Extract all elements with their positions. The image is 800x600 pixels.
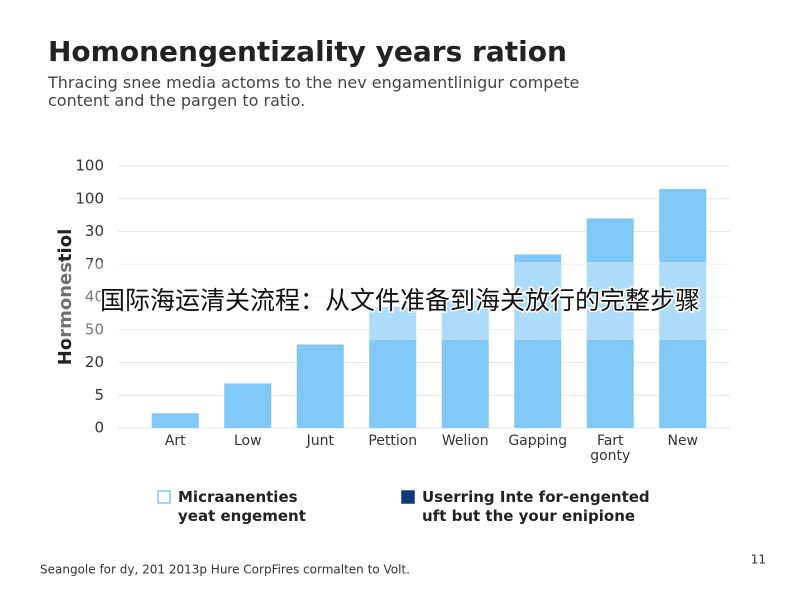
legend-swatch (401, 490, 415, 504)
y-tick-label: 100 (75, 157, 104, 175)
x-tick-label: Art (164, 433, 186, 449)
y-tick-label: 5 (94, 386, 104, 404)
legend-label: Userring Inte for-engented uft but the y… (422, 488, 650, 525)
y-tick-label: 0 (94, 419, 104, 437)
x-tick-label: New (667, 433, 699, 449)
footer: Seangole for dy, 201 2013p Hure CorpFire… (40, 563, 410, 577)
subtitle: Thracing snee media actoms to the nev en… (48, 73, 580, 110)
bar (659, 188, 707, 428)
y-tick-label: 70 (85, 255, 104, 273)
overlay-text: 国际海运清关流程：从文件准备到海关放行的完整步骤 (100, 286, 700, 315)
y-axis-title: Hormonestiol (55, 229, 76, 365)
bar (224, 383, 272, 428)
bar (441, 300, 489, 428)
x-tick-label: Gapping (508, 433, 568, 449)
x-tick-label: Junt (306, 433, 334, 449)
chart-title: Homonengentizality years ration (48, 35, 567, 68)
bar (369, 306, 417, 428)
legend-swatch (157, 490, 171, 504)
y-tick-label: 30 (85, 222, 104, 240)
page-number: 11 (751, 553, 766, 567)
x-tick-label: Pettion (368, 433, 418, 449)
bar (514, 254, 562, 428)
legend-label: Micraanenties yeat engement (178, 488, 306, 525)
x-tick-label: Welion (441, 433, 489, 449)
bar (151, 413, 199, 428)
y-tick-label: 20 (85, 353, 104, 371)
bar (296, 344, 344, 428)
overlay-band (0, 262, 800, 340)
x-tick-label: Low (233, 433, 262, 449)
y-tick-label: 50 (85, 320, 104, 338)
bar (586, 218, 634, 428)
y-tick-label: 100 (75, 189, 104, 207)
y-tick-label: 40 (85, 288, 104, 306)
x-tick-label: Fart gonty (590, 433, 631, 464)
